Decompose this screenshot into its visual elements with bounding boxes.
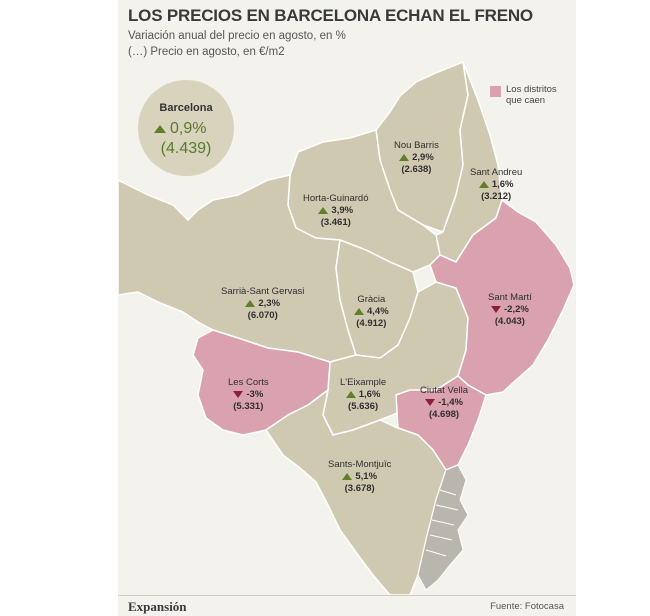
city-change-value: 0,9% — [170, 120, 207, 137]
district-shape-sant-marti — [429, 198, 575, 396]
district-name: Les Corts — [228, 377, 269, 388]
subtitle-price: (…) Precio en agosto, en €/m2 — [128, 46, 285, 58]
district-name: Gràcia — [357, 294, 386, 305]
district-label-sants-montjuic: Sants-Montjuïc 5,1% (3.678) — [328, 459, 391, 495]
district-label-sant-andreu: Sant Andreu 1,6% (3.212) — [470, 167, 522, 203]
up-arrow-icon — [318, 206, 329, 214]
infographic: LOS PRECIOS EN BARCELONA ECHAN EL FRENO … — [118, 0, 576, 616]
chart-title: LOS PRECIOS EN BARCELONA ECHAN EL FRENO — [128, 6, 533, 25]
district-change: -3% — [233, 389, 263, 400]
up-arrow-icon — [399, 153, 410, 161]
up-arrow-icon — [354, 307, 364, 315]
district-price: (5.331) — [233, 401, 264, 412]
up-arrow-icon — [245, 299, 256, 307]
district-name: Sant Andreu — [470, 167, 523, 178]
district-change: -1,4% — [425, 397, 463, 408]
city-price: (4.439) — [160, 140, 212, 157]
district-name: Horta-Guinardó — [303, 193, 369, 204]
legend-swatch — [490, 86, 501, 97]
district-price: (4.043) — [494, 316, 525, 327]
district-price: (3.461) — [320, 217, 351, 228]
district-name: Ciutat Vella — [420, 385, 469, 396]
district-change: 1,6% — [345, 389, 380, 400]
city-name: Barcelona — [159, 102, 213, 114]
district-map — [118, 60, 575, 596]
district-label-gracia: Gràcia 4,4% (4.912) — [354, 294, 389, 330]
up-arrow-icon — [345, 390, 356, 398]
city-change: 0,9% — [154, 120, 206, 138]
district-name: Nou Barris — [394, 140, 439, 151]
district-label-sarria-sant-gervasi: Sarrià-Sant Gervasi 2,3% (6.070) — [221, 286, 304, 322]
district-name: Sants-Montjuïc — [328, 459, 392, 470]
district-change: 4,4% — [354, 306, 389, 317]
district-price: (4.698) — [428, 409, 460, 420]
district-label-ciutat-vella: Ciutat Vella -1,4% (4.698) — [420, 385, 468, 421]
district-name: Sarrià-Sant Gervasi — [221, 286, 305, 297]
district-name: Sant Martí — [488, 292, 532, 303]
up-arrow-icon — [478, 180, 489, 188]
legend-label: Los distritos que caen — [506, 84, 557, 106]
city-summary: Barcelona 0,9% (4.439) — [138, 80, 234, 176]
district-price: (3.678) — [344, 483, 375, 494]
district-price: (2.638) — [401, 164, 432, 175]
district-label-les-corts: Les Corts -3% (5.331) — [228, 377, 269, 413]
district-name: L'Eixample — [340, 377, 387, 388]
district-price: (3.212) — [481, 191, 512, 202]
up-arrow-icon — [342, 472, 353, 480]
district-price: (6.070) — [247, 310, 278, 321]
district-change: 5,1% — [342, 471, 377, 482]
publication-logo: Expansión — [128, 599, 187, 614]
up-arrow-icon — [154, 124, 166, 133]
subtitle-change: Variación anual del precio en agosto, en… — [128, 30, 346, 42]
district-change: 2,3% — [245, 298, 280, 309]
district-change: 3,9% — [318, 205, 353, 216]
port-area — [417, 464, 469, 591]
down-arrow-icon — [425, 398, 436, 406]
district-change: 1,6% — [478, 179, 513, 190]
district-price: (4.912) — [356, 318, 387, 329]
district-label-sant-marti: Sant Martí -2,2% (4.043) — [488, 292, 532, 328]
port-docks — [425, 489, 459, 557]
district-change: -2,2% — [491, 304, 529, 315]
down-arrow-icon — [233, 390, 244, 398]
district-price: (5.636) — [348, 401, 379, 412]
district-label-nou-barris: Nou Barris 2,9% (2.638) — [394, 140, 439, 176]
district-label-horta-guinardo: Horta-Guinardó 3,9% (3.461) — [303, 193, 368, 229]
source-credit: Fuente: Fotocasa — [490, 601, 564, 612]
footer: Expansión Fuente: Fotocasa — [118, 595, 576, 616]
down-arrow-icon — [491, 305, 501, 313]
district-label-eixample: L'Eixample 1,6% (5.636) — [340, 377, 386, 413]
district-change: 2,9% — [399, 152, 434, 163]
